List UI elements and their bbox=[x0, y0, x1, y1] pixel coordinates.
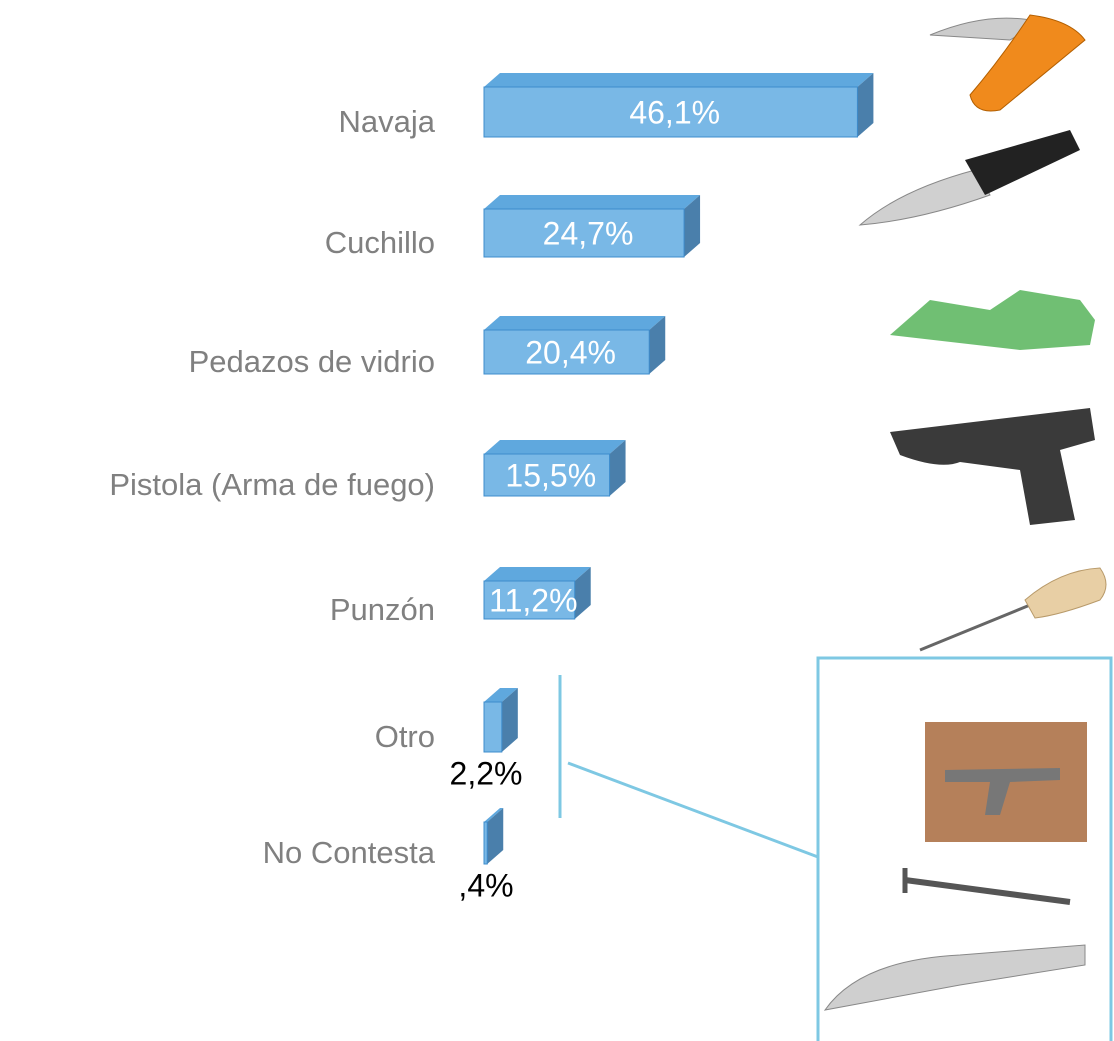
category-label: No Contesta bbox=[263, 835, 436, 870]
value-label: ,4% bbox=[458, 867, 513, 903]
value-label: 15,5% bbox=[505, 457, 596, 493]
category-label: Navaja bbox=[339, 104, 436, 139]
bar-top bbox=[484, 73, 874, 87]
bar-side bbox=[574, 567, 591, 619]
category-label: Otro bbox=[375, 719, 435, 754]
value-label: 20,4% bbox=[525, 334, 616, 370]
bar-top bbox=[484, 808, 504, 822]
bar bbox=[483, 208, 685, 258]
category-label: Punzón bbox=[330, 592, 435, 627]
bar-side bbox=[609, 440, 626, 496]
bar-side bbox=[649, 316, 666, 374]
knife2-handle-icon bbox=[965, 130, 1080, 195]
bar-top bbox=[484, 316, 666, 330]
glass-icon bbox=[890, 290, 1095, 350]
bar-top bbox=[484, 440, 626, 454]
bar-side bbox=[684, 195, 701, 257]
bar-side bbox=[857, 73, 874, 137]
callout-line bbox=[567, 761, 819, 859]
bar bbox=[483, 329, 650, 375]
bar bbox=[483, 701, 503, 753]
category-label: Cuchillo bbox=[325, 225, 435, 260]
bar bbox=[483, 86, 858, 138]
bar bbox=[483, 453, 611, 497]
bar-side bbox=[501, 688, 518, 752]
callout-box bbox=[816, 656, 1113, 1041]
knife-handle-icon bbox=[969, 14, 1086, 112]
bar-side bbox=[487, 808, 504, 864]
knife2-blade-icon bbox=[858, 169, 991, 226]
bar-top bbox=[484, 195, 701, 209]
pistol-icon bbox=[890, 408, 1095, 525]
bar bbox=[483, 821, 488, 865]
value-label: 46,1% bbox=[629, 94, 720, 130]
bar bbox=[483, 580, 576, 620]
value-label: 24,7% bbox=[543, 215, 634, 251]
bar-top bbox=[484, 567, 591, 581]
scalpel-icon bbox=[823, 944, 1086, 1011]
illustrations bbox=[558, 14, 1113, 1041]
homemade-gun-icon bbox=[945, 768, 1060, 815]
nail-icon bbox=[904, 877, 1071, 905]
value-label: 11,2% bbox=[489, 582, 577, 618]
category-label: Pedazos de vidrio bbox=[189, 344, 435, 379]
awl-shaft-icon bbox=[919, 603, 1031, 652]
bar-top bbox=[484, 688, 518, 702]
awl-handle-icon bbox=[1024, 567, 1107, 619]
category-label: Pistola (Arma de fuego) bbox=[109, 467, 435, 502]
value-label: 2,2% bbox=[450, 755, 523, 791]
